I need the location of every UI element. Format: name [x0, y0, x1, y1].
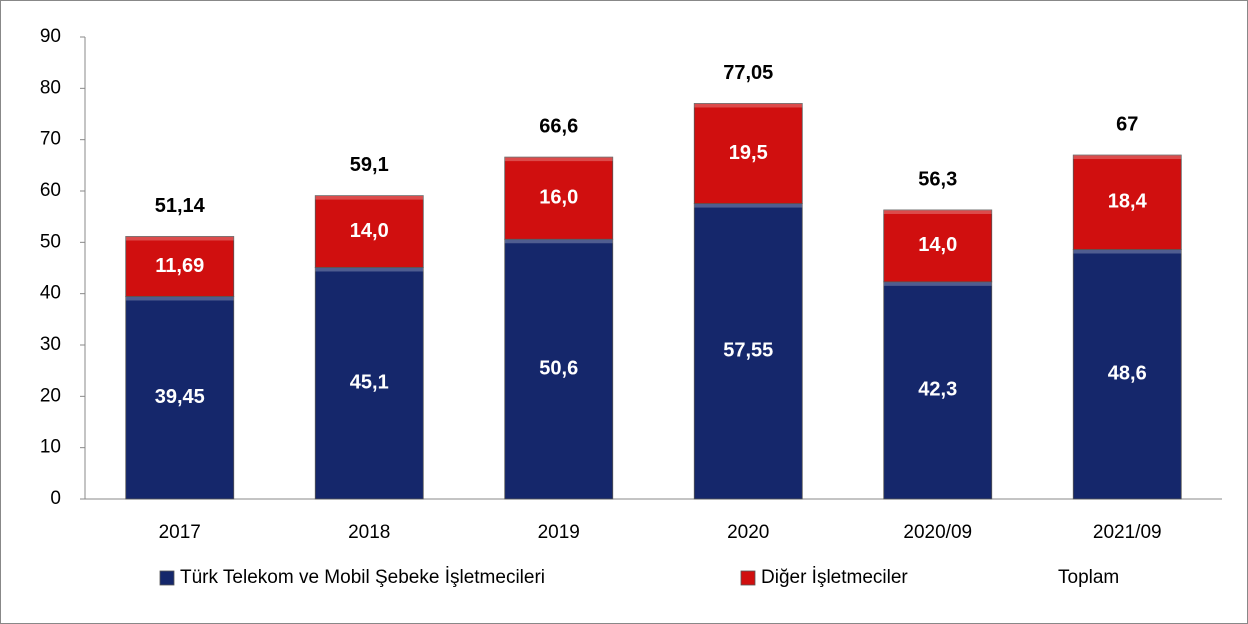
x-tick-label: 2017 [159, 522, 201, 543]
bar-segment [125, 296, 235, 500]
legend-label: Türk Telekom ve Mobil Şebeke İşletmecile… [180, 567, 545, 588]
bar-bevel [504, 239, 613, 244]
y-tick-label: 0 [50, 488, 61, 509]
total-label: 77,05 [723, 62, 773, 84]
bar-bevel [125, 296, 234, 301]
y-tick-label: 50 [40, 231, 61, 252]
bar-segment [504, 238, 614, 500]
y-tick-label: 80 [40, 77, 61, 98]
bar-bevel [1073, 249, 1182, 254]
y-tick-label: 20 [40, 385, 61, 406]
bar-bevel [694, 203, 803, 208]
value-label: 42,3 [918, 379, 957, 401]
bar-segment [883, 281, 993, 500]
total-label: 51,14 [155, 195, 206, 217]
x-tick-label: 2020/09 [903, 522, 972, 543]
bar-bevel [315, 195, 424, 200]
x-tick-label: 2019 [538, 522, 580, 543]
total-label: 56,3 [918, 168, 957, 190]
bar-segment [125, 236, 235, 297]
bar-segment [504, 156, 614, 240]
value-label: 11,69 [155, 255, 204, 277]
y-tick-label: 30 [40, 334, 61, 355]
bar-segment [1072, 249, 1182, 500]
value-label: 14,0 [918, 234, 957, 256]
value-label: 50,6 [539, 357, 578, 379]
total-label: 66,6 [539, 115, 578, 137]
value-label: 18,4 [1108, 191, 1148, 213]
legend-marker [740, 570, 756, 586]
value-label: 19,5 [729, 142, 768, 164]
value-label: 57,55 [723, 340, 773, 362]
x-tick-label: 2020 [727, 522, 769, 543]
bar-bevel [694, 103, 803, 108]
y-tick-label: 60 [40, 180, 61, 201]
value-label: 14,0 [350, 220, 389, 242]
bar-segment [1072, 154, 1182, 250]
value-label: 45,1 [350, 372, 389, 394]
bar-segment [883, 209, 993, 283]
y-tick-label: 10 [40, 437, 61, 458]
bar-segment [693, 103, 803, 204]
x-tick-label: 2021/09 [1093, 522, 1162, 543]
total-label: 67 [1116, 113, 1138, 135]
value-label: 48,6 [1108, 363, 1147, 385]
bar-bevel [315, 267, 424, 272]
legend-marker [159, 570, 175, 586]
bar-bevel [125, 236, 234, 241]
bar-bevel [504, 157, 613, 162]
y-tick-label: 40 [40, 283, 61, 304]
y-tick-label: 70 [40, 129, 61, 150]
bar-segment [314, 195, 424, 268]
legend-label: Toplam [1058, 567, 1119, 588]
bar-bevel [883, 281, 992, 286]
bar-segment [693, 203, 803, 500]
value-label: 39,45 [155, 386, 205, 408]
bar-bevel [883, 209, 992, 214]
total-label: 59,1 [350, 154, 389, 176]
legend-label: Diğer İşletmeciler [761, 567, 908, 588]
bar-bevel [1073, 155, 1182, 160]
value-label: 16,0 [539, 186, 578, 208]
x-tick-label: 2018 [348, 522, 390, 543]
y-tick-label: 90 [40, 26, 61, 47]
